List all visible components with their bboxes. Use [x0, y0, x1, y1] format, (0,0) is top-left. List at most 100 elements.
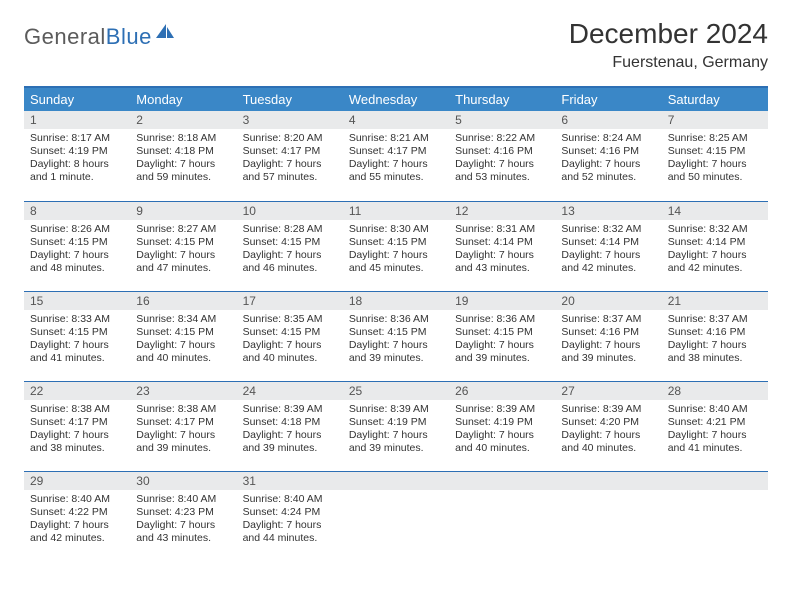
sunset-text: Sunset: 4:15 PM: [455, 326, 549, 339]
sunrise-text: Sunrise: 8:40 AM: [668, 403, 762, 416]
sunrise-text: Sunrise: 8:18 AM: [136, 132, 230, 145]
sunset-text: Sunset: 4:17 PM: [243, 145, 337, 158]
sunset-text: Sunset: 4:15 PM: [30, 236, 124, 249]
header: GeneralBlue December 2024 Fuerstenau, Ge…: [24, 18, 768, 80]
daylight-text: Daylight: 7 hours and 42 minutes.: [668, 249, 762, 275]
sunset-text: Sunset: 4:16 PM: [561, 145, 655, 158]
sunrise-text: Sunrise: 8:39 AM: [243, 403, 337, 416]
daylight-text: Daylight: 8 hours and 1 minute.: [30, 158, 124, 184]
day-number: 5: [449, 111, 555, 129]
day-number: 9: [130, 202, 236, 220]
logo-text-blue: Blue: [106, 24, 152, 50]
calendar-day-cell: [555, 471, 661, 561]
day-body: Sunrise: 8:39 AMSunset: 4:19 PMDaylight:…: [343, 400, 449, 460]
sunrise-text: Sunrise: 8:40 AM: [30, 493, 124, 506]
day-number: 30: [130, 472, 236, 490]
day-number: 2: [130, 111, 236, 129]
calendar-day-cell: 19 Sunrise: 8:36 AMSunset: 4:15 PMDayligh…: [449, 291, 555, 381]
day-number: 1: [24, 111, 130, 129]
sunrise-text: Sunrise: 8:36 AM: [455, 313, 549, 326]
day-number: 19: [449, 292, 555, 310]
day-number: 17: [237, 292, 343, 310]
day-body: Sunrise: 8:39 AMSunset: 4:20 PMDaylight:…: [555, 400, 661, 460]
day-number: 29: [24, 472, 130, 490]
calendar-day-cell: 26Sunrise: 8:39 AMSunset: 4:19 PMDayligh…: [449, 381, 555, 471]
daylight-text: Daylight: 7 hours and 39 minutes.: [349, 339, 443, 365]
calendar-week-row: 29Sunrise: 8:40 AMSunset: 4:22 PMDayligh…: [24, 471, 768, 561]
day-body: Sunrise: 8:18 AMSunset: 4:18 PMDaylight:…: [130, 129, 236, 189]
day-number: 7: [662, 111, 768, 129]
sunset-text: Sunset: 4:14 PM: [561, 236, 655, 249]
daylight-text: Daylight: 7 hours and 55 minutes.: [349, 158, 443, 184]
day-body: Sunrise: 8:33 AMSunset: 4:15 PMDaylight:…: [24, 310, 130, 370]
calendar-week-row: 15Sunrise: 8:33 AMSunset: 4:15 PMDayligh…: [24, 291, 768, 381]
daylight-text: Daylight: 7 hours and 40 minutes.: [455, 429, 549, 455]
day-number: 18: [343, 292, 449, 310]
sunrise-text: Sunrise: 8:39 AM: [455, 403, 549, 416]
calendar-day-cell: 1Sunrise: 8:17 AMSunset: 4:19 PMDaylight…: [24, 111, 130, 201]
calendar-day-cell: 3Sunrise: 8:20 AMSunset: 4:17 PMDaylight…: [237, 111, 343, 201]
day-number: 31: [237, 472, 343, 490]
day-number: 23: [130, 382, 236, 400]
calendar-day-cell: 18Sunrise: 8:36 AMSunset: 4:15 PMDayligh…: [343, 291, 449, 381]
day-number: 21: [662, 292, 768, 310]
sunset-text: Sunset: 4:18 PM: [243, 416, 337, 429]
sunset-text: Sunset: 4:19 PM: [349, 416, 443, 429]
day-body: Sunrise: 8:32 AMSunset: 4:14 PMDaylight:…: [662, 220, 768, 280]
daylight-text: Daylight: 7 hours and 40 minutes.: [136, 339, 230, 365]
daylight-text: Daylight: 7 hours and 53 minutes.: [455, 158, 549, 184]
daylight-text: Daylight: 7 hours and 57 minutes.: [243, 158, 337, 184]
logo-text-general: General: [24, 24, 106, 50]
daylight-text: Daylight: 7 hours and 42 minutes.: [30, 519, 124, 545]
day-body: Sunrise: 8:37 AMSunset: 4:16 PMDaylight:…: [662, 310, 768, 370]
day-number-empty: [343, 472, 449, 490]
day-body: Sunrise: 8:38 AMSunset: 4:17 PMDaylight:…: [24, 400, 130, 460]
day-body: Sunrise: 8:37 AMSunset: 4:16 PMDaylight:…: [555, 310, 661, 370]
day-number: 6: [555, 111, 661, 129]
sunset-text: Sunset: 4:18 PM: [136, 145, 230, 158]
calendar-day-cell: 13Sunrise: 8:32 AMSunset: 4:14 PMDayligh…: [555, 201, 661, 291]
day-header: Wednesday: [343, 87, 449, 111]
calendar-day-cell: 25Sunrise: 8:39 AMSunset: 4:19 PMDayligh…: [343, 381, 449, 471]
day-number: 12: [449, 202, 555, 220]
sunset-text: Sunset: 4:16 PM: [668, 326, 762, 339]
calendar-page: GeneralBlue December 2024 Fuerstenau, Ge…: [0, 0, 792, 561]
calendar-day-cell: 17Sunrise: 8:35 AMSunset: 4:15 PMDayligh…: [237, 291, 343, 381]
daylight-text: Daylight: 7 hours and 38 minutes.: [668, 339, 762, 365]
sunset-text: Sunset: 4:19 PM: [30, 145, 124, 158]
daylight-text: Daylight: 7 hours and 39 minutes.: [136, 429, 230, 455]
sunset-text: Sunset: 4:15 PM: [349, 326, 443, 339]
day-body: Sunrise: 8:31 AMSunset: 4:14 PMDaylight:…: [449, 220, 555, 280]
sunset-text: Sunset: 4:17 PM: [349, 145, 443, 158]
sunrise-text: Sunrise: 8:39 AM: [349, 403, 443, 416]
sunset-text: Sunset: 4:17 PM: [30, 416, 124, 429]
day-number: 16: [130, 292, 236, 310]
day-body: Sunrise: 8:36 AMSunset: 4:15 PMDaylight:…: [343, 310, 449, 370]
daylight-text: Daylight: 7 hours and 52 minutes.: [561, 158, 655, 184]
sunset-text: Sunset: 4:15 PM: [243, 236, 337, 249]
calendar-day-cell: [343, 471, 449, 561]
calendar-week-row: 22Sunrise: 8:38 AMSunset: 4:17 PMDayligh…: [24, 381, 768, 471]
daylight-text: Daylight: 7 hours and 40 minutes.: [243, 339, 337, 365]
day-header: Friday: [555, 87, 661, 111]
sunset-text: Sunset: 4:15 PM: [668, 145, 762, 158]
calendar-day-cell: 21Sunrise: 8:37 AMSunset: 4:16 PMDayligh…: [662, 291, 768, 381]
day-body: Sunrise: 8:40 AMSunset: 4:21 PMDaylight:…: [662, 400, 768, 460]
calendar-day-cell: 14Sunrise: 8:32 AMSunset: 4:14 PMDayligh…: [662, 201, 768, 291]
sunset-text: Sunset: 4:24 PM: [243, 506, 337, 519]
sunrise-text: Sunrise: 8:40 AM: [243, 493, 337, 506]
sunset-text: Sunset: 4:21 PM: [668, 416, 762, 429]
calendar-day-cell: 5Sunrise: 8:22 AMSunset: 4:16 PMDaylight…: [449, 111, 555, 201]
sunset-text: Sunset: 4:16 PM: [455, 145, 549, 158]
day-number: 11: [343, 202, 449, 220]
sunset-text: Sunset: 4:23 PM: [136, 506, 230, 519]
daylight-text: Daylight: 7 hours and 43 minutes.: [455, 249, 549, 275]
sunset-text: Sunset: 4:22 PM: [30, 506, 124, 519]
daylight-text: Daylight: 7 hours and 39 minutes.: [455, 339, 549, 365]
calendar-day-cell: [662, 471, 768, 561]
calendar-day-cell: 28Sunrise: 8:40 AMSunset: 4:21 PMDayligh…: [662, 381, 768, 471]
daylight-text: Daylight: 7 hours and 48 minutes.: [30, 249, 124, 275]
sunrise-text: Sunrise: 8:34 AM: [136, 313, 230, 326]
day-number-empty: [555, 472, 661, 490]
calendar-day-cell: 6Sunrise: 8:24 AMSunset: 4:16 PMDaylight…: [555, 111, 661, 201]
